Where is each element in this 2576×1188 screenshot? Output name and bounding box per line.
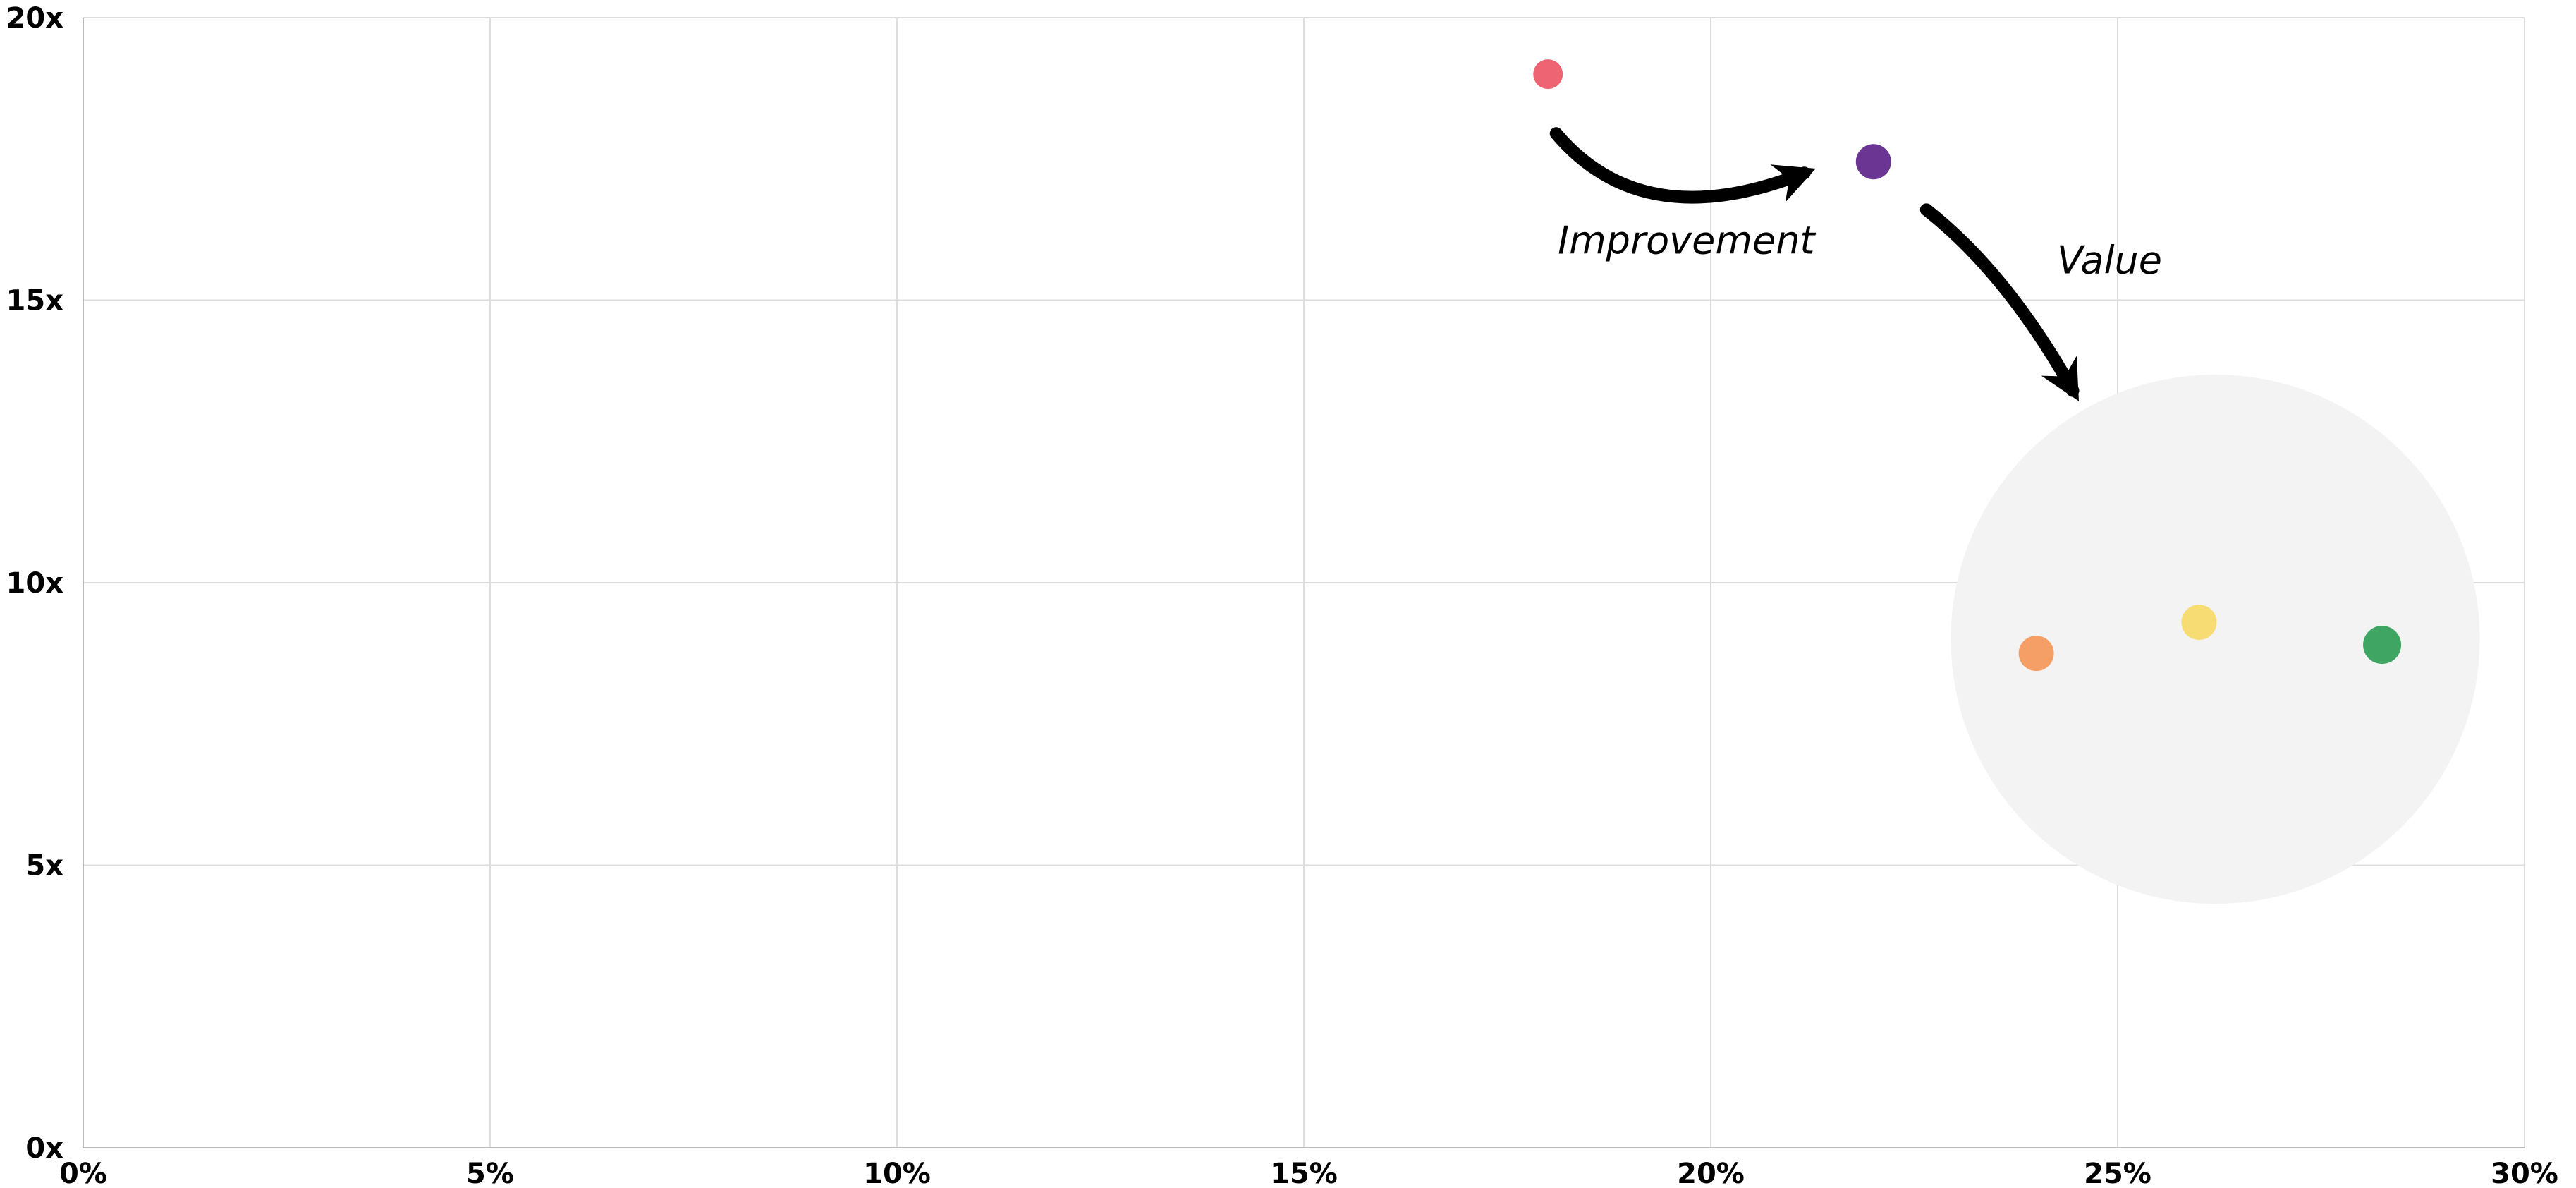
x-tick-label: 20% [1677, 1158, 1745, 1185]
y-tick-label: 15x [6, 285, 64, 317]
data-point [1533, 59, 1563, 90]
data-points [1533, 59, 2402, 672]
annotation-arrow [1549, 127, 1816, 204]
annotations: Improvement Value [1558, 218, 2162, 282]
data-point [1855, 144, 1891, 180]
x-tick-label: 5% [466, 1158, 514, 1185]
x-tick-label: 30% [2491, 1158, 2558, 1185]
y-tick-label: 0x [25, 1132, 63, 1165]
data-point [2181, 605, 2217, 641]
x-tick-label: 15% [1270, 1158, 1338, 1185]
y-tick-label: 10x [6, 567, 64, 600]
data-point [2018, 636, 2054, 672]
x-tick-label: 10% [863, 1158, 931, 1185]
annotation-label: Improvement [1558, 218, 1816, 262]
tick-labels: 0% 5% 10% 15% 20% 25% 30% 0x 5x 10x 15x 20x [6, 2, 2558, 1188]
annotation-label: Value [2057, 238, 2162, 282]
highlight-region [1951, 375, 2480, 904]
y-tick-label: 5x [25, 850, 63, 883]
x-tick-label: 0% [59, 1158, 107, 1185]
x-tick-label: 25% [2084, 1158, 2151, 1185]
axes [83, 18, 2525, 1148]
annotation-arrow [1919, 203, 2080, 401]
data-point [2363, 626, 2402, 665]
highlight-region-layer [1951, 375, 2480, 904]
y-tick-label: 20x [6, 2, 64, 35]
annotation-arrows [1549, 127, 2080, 401]
